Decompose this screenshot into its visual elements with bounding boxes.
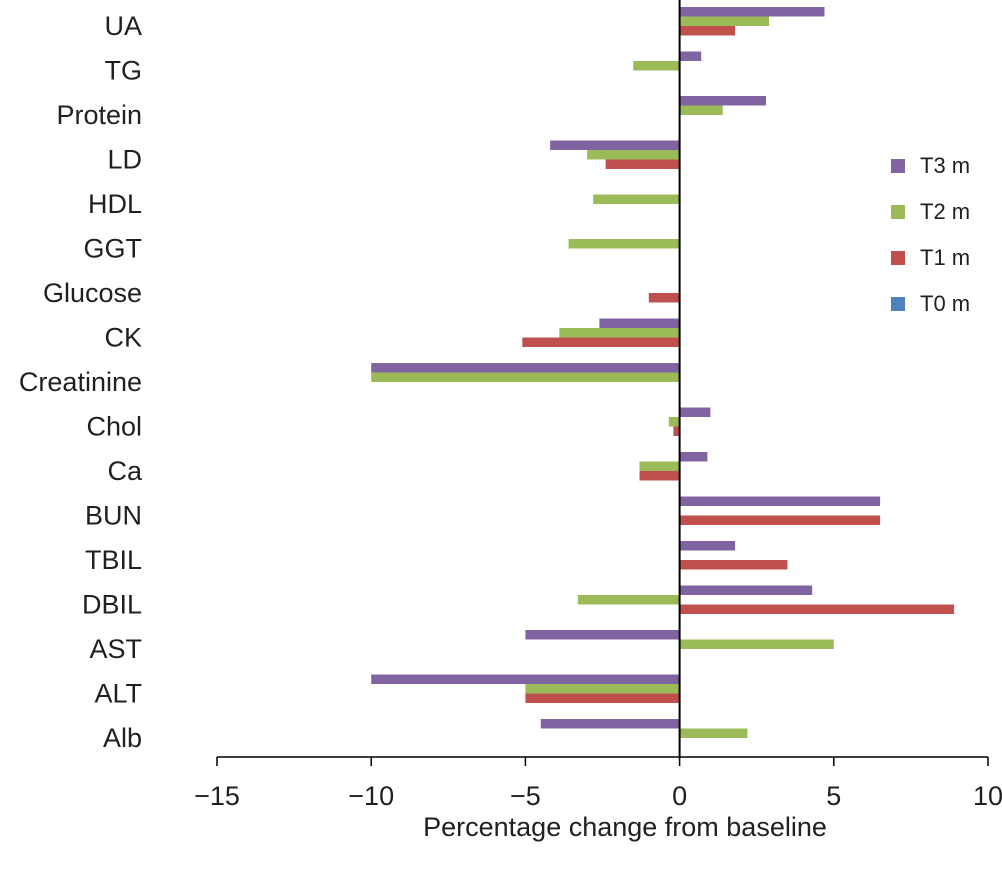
legend-label: T2 m: [920, 199, 970, 224]
bar-ld-t2-m: [587, 150, 680, 160]
bar-creatinine-t3-m: [371, 363, 680, 373]
category-label: Protein: [56, 100, 142, 130]
bar-bun-t1-m: [679, 515, 881, 525]
bar-ca-t2-m: [639, 461, 680, 471]
bar-ld-t1-m: [605, 159, 680, 169]
bar-creatinine-t2-m: [371, 372, 680, 382]
bar-alt-t3-m: [371, 674, 680, 684]
category-label: Glucose: [43, 278, 142, 308]
category-label: DBIL: [82, 590, 142, 620]
x-tick-label: 5: [826, 781, 841, 811]
bar-dbil-t1-m: [679, 604, 955, 614]
x-axis: −15 −10 −5 0 5 10: [194, 0, 1002, 811]
bar-tg-t2-m: [633, 61, 680, 71]
bar-tbil-t1-m: [679, 560, 788, 570]
bar-ggt-t2-m: [568, 239, 680, 249]
bar-protein-t3-m: [679, 96, 766, 106]
category-label: BUN: [85, 501, 142, 531]
category-label: LD: [107, 145, 142, 175]
bar-tbil-t3-m: [679, 541, 736, 551]
bar-ld-t3-m: [550, 140, 680, 150]
bar-bun-t3-m: [679, 496, 881, 506]
bar-ck-t2-m: [559, 328, 680, 338]
bar-ck-t1-m: [522, 337, 680, 347]
category-labels: UA TG Protein LD HDL GGT Glucose CK Creatinine Ch…: [19, 11, 143, 753]
category-label: TBIL: [85, 545, 142, 575]
bar-dbil-t3-m: [679, 585, 813, 595]
bar-ua-t2-m: [679, 16, 769, 26]
legend-label: T0 m: [920, 291, 970, 316]
bar-tg-t3-m: [679, 51, 702, 61]
x-tick-label: −5: [510, 781, 541, 811]
bar-glucose-t1-m: [648, 293, 680, 303]
x-tick-label: 10: [973, 781, 1002, 811]
bar-ast-t3-m: [525, 630, 680, 640]
category-label: Alb: [103, 723, 142, 753]
bar-chol-t3-m: [679, 407, 711, 417]
bar-dbil-t2-m: [577, 595, 680, 605]
category-label: Ca: [107, 456, 142, 486]
legend-swatch-t0-m: [891, 297, 905, 311]
x-tick-label: −10: [348, 781, 394, 811]
legend-label: T3 m: [920, 153, 970, 178]
bar-ca-t3-m: [679, 452, 708, 462]
bar-hdl-t2-m: [593, 194, 680, 204]
bar-ast-t2-m: [679, 639, 834, 649]
category-label: Creatinine: [19, 367, 142, 397]
bar-chol-t2-m: [668, 417, 680, 427]
category-label: AST: [89, 634, 142, 664]
x-axis-title: Percentage change from baseline: [423, 812, 827, 842]
bar-alb-t3-m: [540, 719, 680, 729]
category-label: UA: [104, 11, 142, 41]
legend-swatch-t2-m: [891, 205, 905, 219]
bars-layer: [371, 7, 955, 738]
x-tick-label: 0: [672, 781, 687, 811]
legend-swatch-t3-m: [891, 159, 905, 173]
bar-alb-t2-m: [679, 728, 748, 738]
bar-ca-t1-m: [639, 471, 680, 481]
category-label: CK: [104, 323, 142, 353]
legend: T3 m T2 m T1 m T0 m: [891, 153, 970, 316]
category-label: TG: [105, 56, 143, 86]
category-label: GGT: [84, 234, 143, 264]
bar-chol-t1-m: [673, 426, 680, 436]
legend-label: T1 m: [920, 245, 970, 270]
category-label: ALT: [94, 679, 142, 709]
bar-alt-t1-m: [525, 693, 680, 703]
bar-ck-t3-m: [599, 318, 680, 328]
category-label: HDL: [88, 189, 142, 219]
category-label: Chol: [86, 412, 142, 442]
x-tick-label: −15: [194, 781, 240, 811]
legend-swatch-t1-m: [891, 251, 905, 265]
bar-protein-t2-m: [679, 105, 723, 115]
bar-ua-t3-m: [679, 7, 825, 17]
bar-alt-t2-m: [525, 684, 680, 694]
bar-ua-t1-m: [679, 26, 736, 36]
